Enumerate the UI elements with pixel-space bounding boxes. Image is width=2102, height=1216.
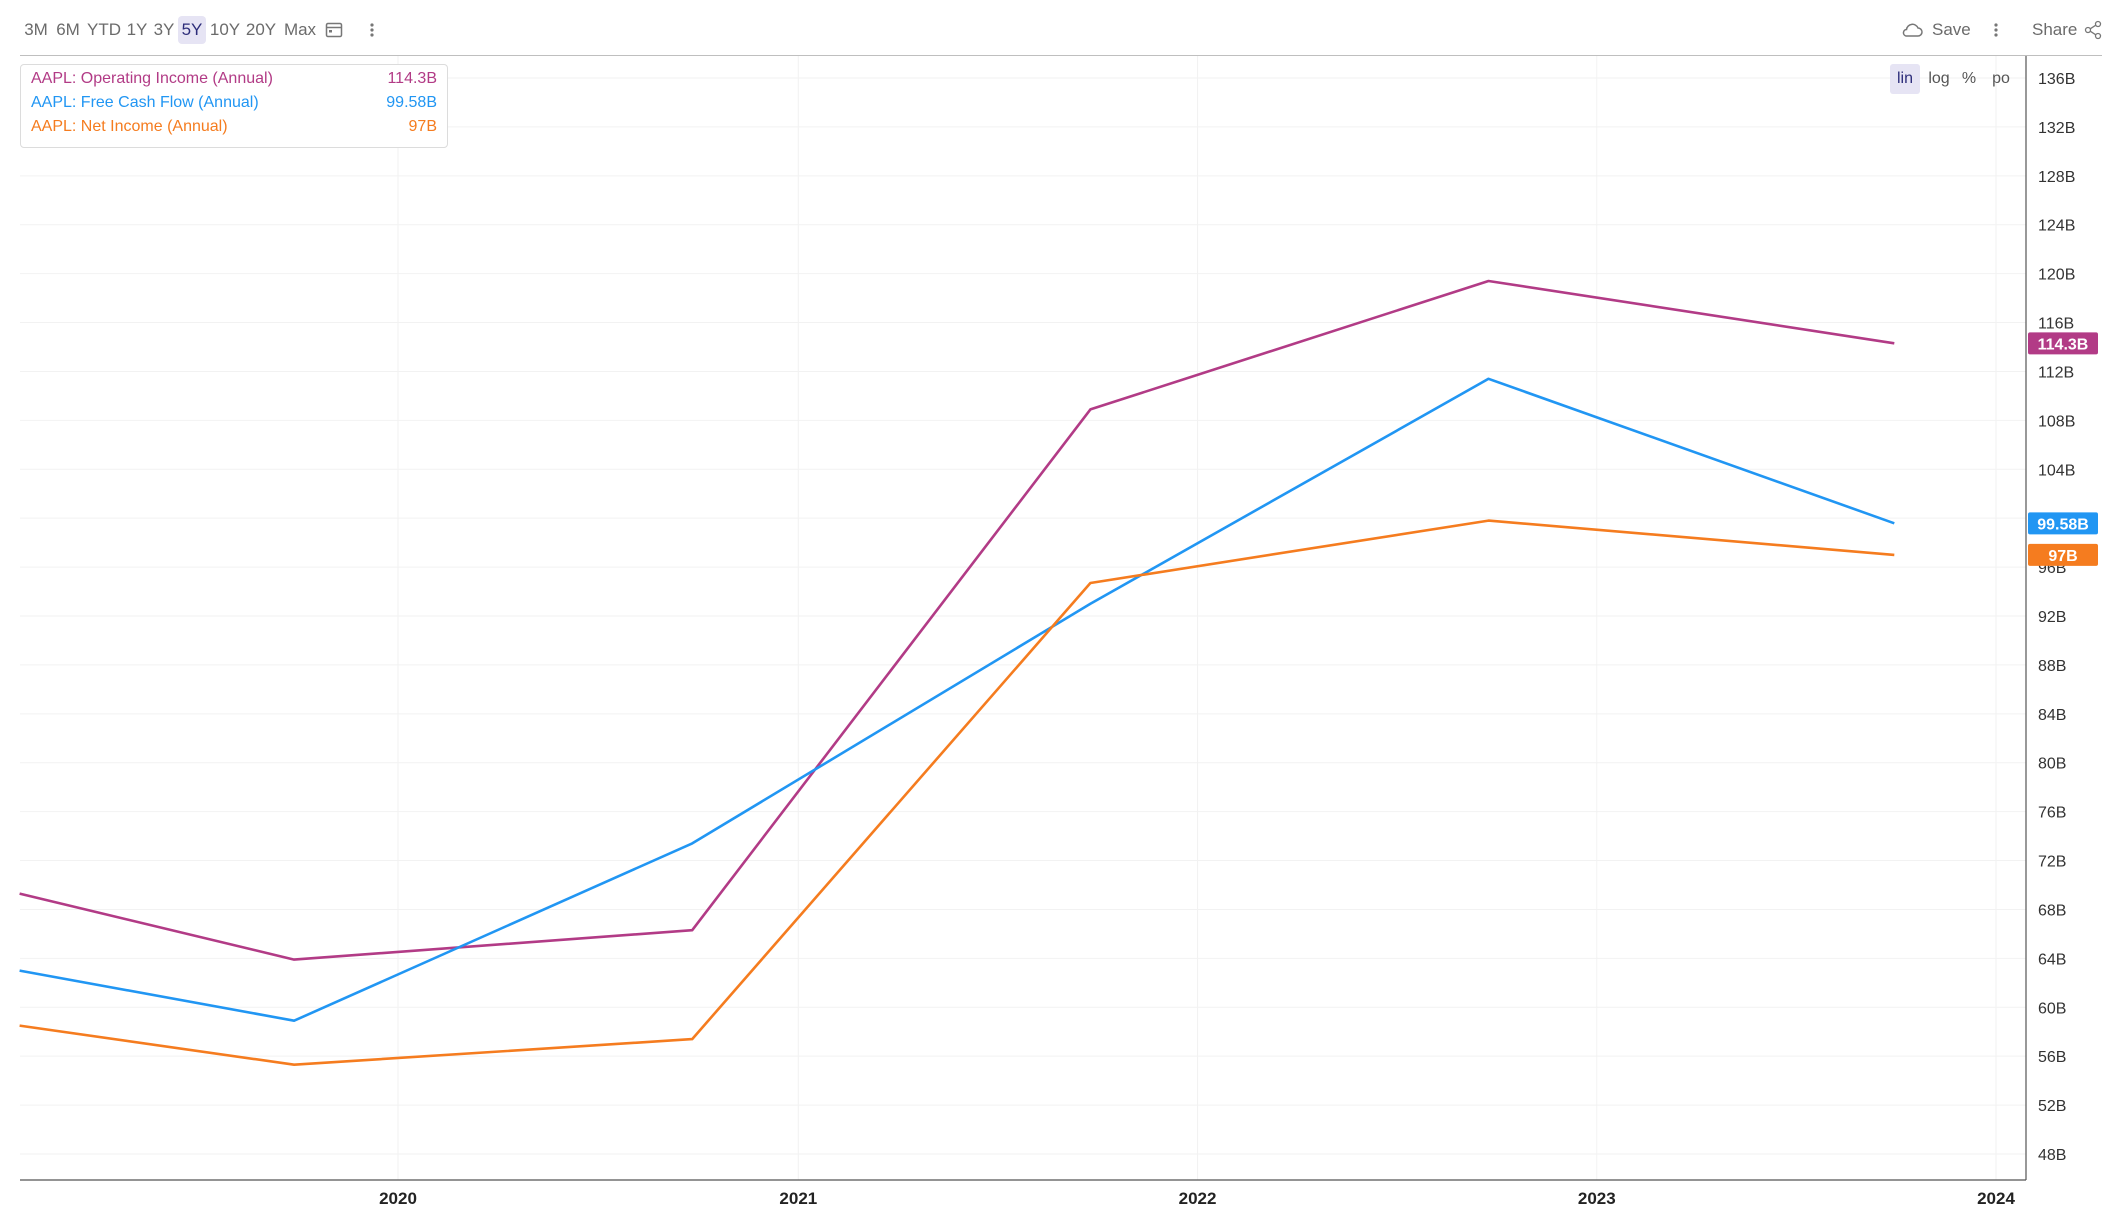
x-tick-label: 2021 bbox=[779, 1189, 817, 1208]
chart-toolbar: 3M 6M YTD 1Y 3Y 5Y 10Y 20Y Max Save Share bbox=[0, 0, 2102, 56]
y-tick-label: 84B bbox=[2038, 707, 2066, 724]
y-tick-label: 92B bbox=[2038, 609, 2066, 626]
last-value-label: 99.58B bbox=[2037, 516, 2089, 533]
y-tick-label: 52B bbox=[2038, 1098, 2066, 1115]
y-tick-label: 112B bbox=[2038, 364, 2074, 381]
y-tick-label: 116B bbox=[2038, 316, 2074, 333]
toolbar-divider bbox=[20, 55, 2102, 56]
legend-value: 114.3B bbox=[387, 70, 437, 87]
last-value-label: 114.3B bbox=[2038, 336, 2089, 353]
legend-item-free-cash-flow[interactable]: AAPL: Free Cash Flow (Annual) 99.58B bbox=[31, 92, 437, 114]
last-value-badges: 114.3B 99.58B 97B bbox=[2028, 332, 2098, 566]
timeframe-5y[interactable]: 5Y bbox=[178, 16, 206, 44]
y-tick-label: 76B bbox=[2038, 805, 2066, 822]
y-tick-label: 128B bbox=[2038, 169, 2075, 186]
y-tick-label: 136B bbox=[2038, 71, 2075, 88]
legend-label: AAPL: Net Income (Annual) bbox=[31, 118, 228, 135]
timeframe-20y[interactable]: 20Y bbox=[245, 20, 277, 39]
y-tick-label: 124B bbox=[2038, 218, 2075, 235]
x-tick-label: 2024 bbox=[1977, 1189, 2015, 1208]
gridlines bbox=[20, 56, 2026, 1180]
legend-item-net-income[interactable]: AAPL: Net Income (Annual) 97B bbox=[31, 116, 437, 138]
calendar-icon[interactable] bbox=[324, 20, 344, 40]
timeframe-max[interactable]: Max bbox=[283, 20, 317, 39]
timeframe-10y[interactable]: 10Y bbox=[209, 20, 241, 39]
series-line-0 bbox=[19, 279, 1895, 961]
legend-label: AAPL: Free Cash Flow (Annual) bbox=[31, 94, 259, 111]
series-lines bbox=[19, 279, 1895, 1066]
timeframe-3y[interactable]: 3Y bbox=[153, 20, 175, 39]
x-tick-label: 2022 bbox=[1179, 1189, 1217, 1208]
y-tick-label: 104B bbox=[2038, 462, 2075, 479]
y-axis-labels: 48B52B56B60B64B68B72B76B80B84B88B92B96B1… bbox=[2038, 71, 2075, 1164]
share-icon[interactable] bbox=[2084, 20, 2102, 40]
timeframe-3m[interactable]: 3M bbox=[24, 20, 48, 39]
scale-percent[interactable]: % bbox=[1961, 70, 1977, 87]
x-tick-label: 2023 bbox=[1578, 1189, 1616, 1208]
last-value-badge bbox=[2028, 332, 2098, 355]
share-button[interactable]: Share bbox=[2032, 20, 2078, 39]
y-tick-label: 60B bbox=[2038, 1000, 2066, 1017]
x-tick-label: 2020 bbox=[379, 1189, 417, 1208]
y-tick-label: 72B bbox=[2038, 854, 2066, 871]
cloud-icon[interactable] bbox=[1900, 20, 1924, 40]
y-tick-label: 132B bbox=[2038, 120, 2075, 137]
series-line-2 bbox=[19, 519, 1895, 1066]
last-value-label: 97B bbox=[2048, 548, 2077, 565]
axes bbox=[20, 56, 2027, 1181]
y-tick-label: 108B bbox=[2038, 413, 2075, 430]
scale-log[interactable]: log bbox=[1928, 70, 1950, 87]
save-button[interactable]: Save bbox=[1932, 20, 1971, 39]
y-tick-label: 80B bbox=[2038, 756, 2066, 773]
timeframe-6m[interactable]: 6M bbox=[56, 20, 80, 39]
timeframe-1y[interactable]: 1Y bbox=[126, 20, 148, 39]
scale-lin[interactable]: lin bbox=[1890, 64, 1920, 94]
y-tick-label: 56B bbox=[2038, 1049, 2066, 1066]
last-value-badge bbox=[2028, 512, 2098, 535]
save-more-icon[interactable] bbox=[1991, 20, 2001, 40]
y-tick-label: 68B bbox=[2038, 902, 2066, 919]
y-tick-label: 120B bbox=[2038, 267, 2075, 284]
legend-item-operating-income[interactable]: AAPL: Operating Income (Annual) 114.3B bbox=[31, 68, 437, 90]
series-line-1 bbox=[19, 377, 1895, 1023]
chart-legend: AAPL: Operating Income (Annual) 114.3B A… bbox=[20, 64, 448, 148]
y-tick-label: 88B bbox=[2038, 658, 2066, 675]
timeframe-ytd[interactable]: YTD bbox=[87, 20, 121, 39]
y-tick-label: 64B bbox=[2038, 951, 2066, 968]
legend-value: 97B bbox=[408, 118, 437, 135]
scale-selector: lin log% po bbox=[1888, 64, 2020, 94]
more-options-icon[interactable] bbox=[367, 20, 377, 40]
legend-label: AAPL: Operating Income (Annual) bbox=[31, 70, 273, 87]
last-value-badge bbox=[2028, 543, 2098, 566]
legend-value: 99.58B bbox=[386, 94, 437, 111]
scale-po[interactable]: po bbox=[1992, 70, 2010, 87]
x-axis-labels: 2020 2021 2022 2023 2024 bbox=[379, 1189, 2015, 1208]
y-tick-label: 48B bbox=[2038, 1147, 2066, 1164]
